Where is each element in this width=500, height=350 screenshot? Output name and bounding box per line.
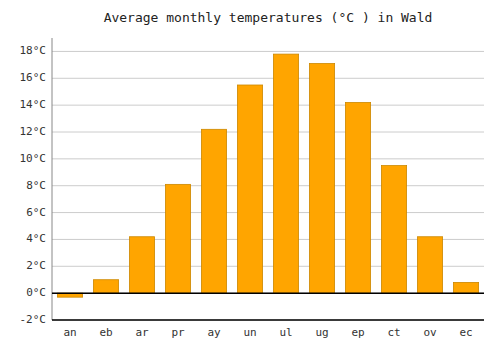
y-tick-label: 16°C — [20, 71, 47, 84]
x-tick-label: eb — [99, 326, 112, 339]
x-tick-label: un — [243, 326, 256, 339]
bar — [93, 280, 118, 293]
x-axis: an eb ar pr ay un ul ug ep ct ov ec — [52, 320, 484, 339]
grid-line — [52, 185, 484, 186]
y-tick-label: 14°C — [20, 98, 47, 111]
y-tick-label: 6°C — [26, 206, 46, 219]
y-tick-label: 0°C — [26, 286, 46, 299]
grid-line — [52, 212, 484, 213]
bar — [201, 129, 226, 293]
x-tick-label: an — [63, 326, 76, 339]
bar — [165, 184, 190, 293]
background — [0, 0, 500, 350]
y-tick-label: 10°C — [20, 152, 47, 165]
title: Average monthly temperatures (°C ) in Wa… — [104, 10, 433, 25]
y-tick-label: 12°C — [20, 125, 47, 138]
x-tick-label: ar — [135, 326, 149, 339]
bar — [273, 54, 298, 293]
grid-line — [52, 158, 484, 159]
bar — [417, 237, 442, 293]
x-tick-label: ul — [279, 326, 292, 339]
y-axis: -2°C 0°C 2°C 4°C 6°C 8°C 10°C 12°C 14°C 16°C 18°C — [20, 38, 53, 326]
bar — [237, 85, 262, 293]
chart-svg: Average monthly temperatures (°C ) in Wa… — [0, 0, 500, 350]
x-tick-label: ov — [423, 326, 437, 339]
bar — [309, 64, 334, 294]
y-tick-label: -2°C — [20, 313, 47, 326]
bar — [129, 237, 154, 293]
y-tick-label: 2°C — [26, 259, 46, 272]
grid-line — [52, 78, 484, 79]
grid-line — [52, 105, 484, 106]
x-tick-label: ec — [459, 326, 472, 339]
grid-line — [52, 293, 484, 294]
grid — [52, 51, 484, 320]
chart-container: Average monthly temperatures (°C ) in Wa… — [0, 0, 500, 350]
grid-line — [52, 132, 484, 133]
bar — [381, 166, 406, 294]
x-axis-line — [52, 319, 484, 321]
zero-line — [52, 292, 484, 294]
x-tick-label: ay — [207, 326, 221, 339]
bar — [345, 102, 370, 293]
grid-line — [52, 320, 484, 321]
x-tick-label: ug — [315, 326, 328, 339]
bar — [453, 282, 478, 293]
x-tick-label: pr — [171, 326, 185, 339]
y-tick-label: 4°C — [26, 232, 46, 245]
y-tick-label: 18°C — [20, 44, 47, 57]
grid-line — [52, 51, 484, 52]
x-tick-label: ep — [351, 326, 364, 339]
y-tick-label: 8°C — [26, 179, 46, 192]
x-tick-label: ct — [387, 326, 400, 339]
bars — [57, 54, 478, 297]
y-axis-line — [52, 38, 53, 320]
